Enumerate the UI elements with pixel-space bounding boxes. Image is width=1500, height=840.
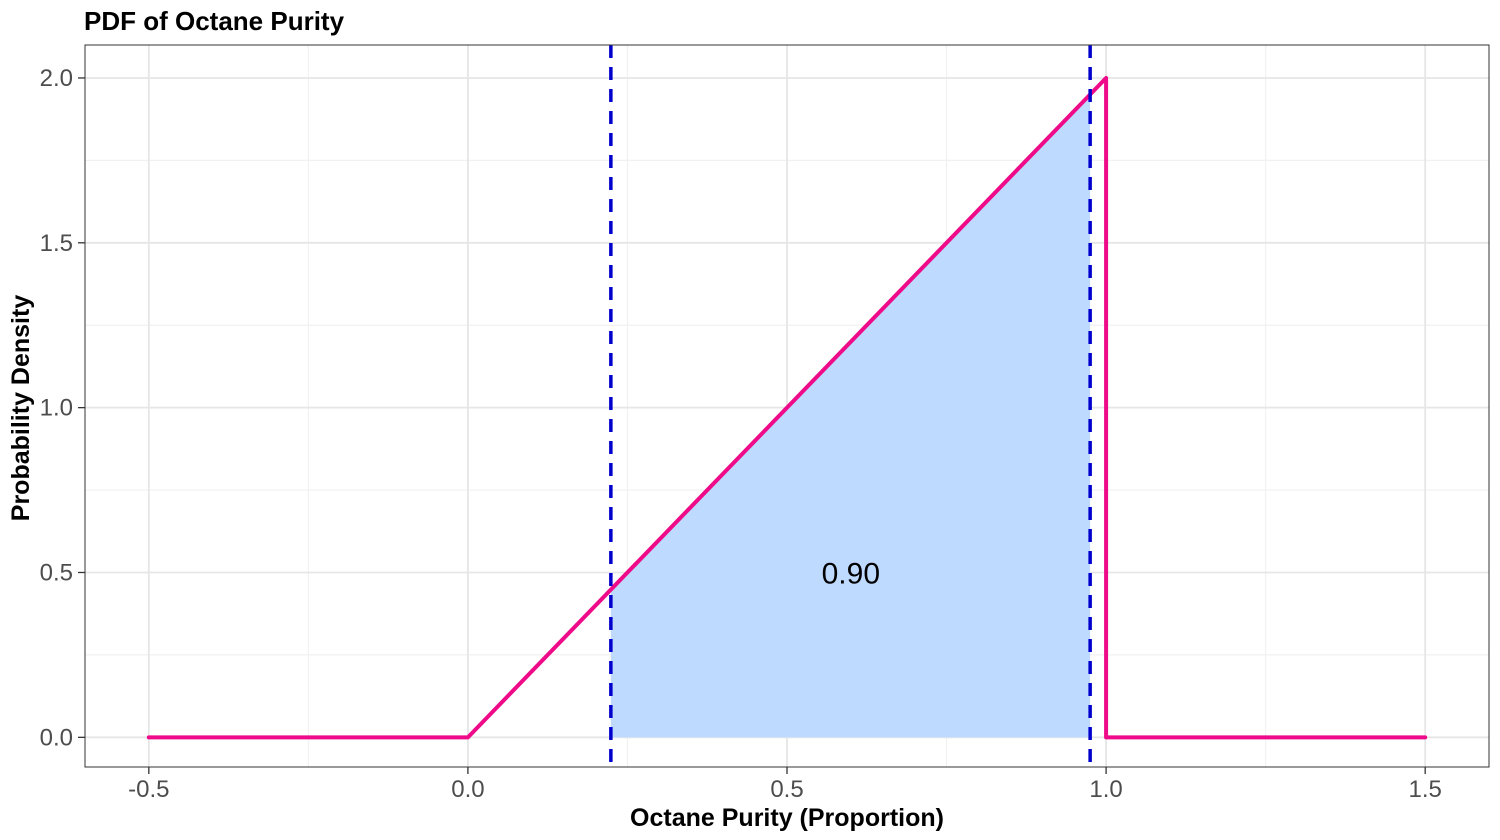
y-axis-title: Probability Density bbox=[7, 295, 35, 522]
x-tick-label: 1.5 bbox=[1408, 776, 1441, 803]
y-tick-label: 2.0 bbox=[40, 65, 73, 92]
x-tick-label: 0.5 bbox=[770, 776, 803, 803]
y-tick-label: 0.0 bbox=[40, 724, 73, 751]
pdf-line bbox=[146, 75, 1428, 740]
area-annotation: 0.90 bbox=[822, 557, 880, 590]
y-axis: 0.0 0.5 1.0 1.5 2.0 bbox=[40, 65, 85, 751]
x-tick-label: -0.5 bbox=[128, 776, 169, 803]
x-tick-label: 1.0 bbox=[1089, 776, 1122, 803]
shaded-area bbox=[610, 94, 1091, 738]
series-layer bbox=[146, 75, 1428, 740]
annotation-layer: 0.90 bbox=[822, 557, 880, 590]
x-axis-title: Octane Purity (Proportion) bbox=[630, 804, 944, 832]
vline-layer bbox=[609, 45, 1092, 767]
shaded-area-layer bbox=[610, 94, 1091, 738]
chart-title: PDF of Octane Purity bbox=[84, 6, 345, 36]
y-tick-label: 1.0 bbox=[40, 395, 73, 422]
x-axis: -0.5 0.0 0.5 1.0 1.5 bbox=[128, 767, 1442, 803]
y-tick-label: 1.5 bbox=[40, 230, 73, 257]
x-tick-label: 0.0 bbox=[451, 776, 484, 803]
y-tick-label: 0.5 bbox=[40, 559, 73, 586]
